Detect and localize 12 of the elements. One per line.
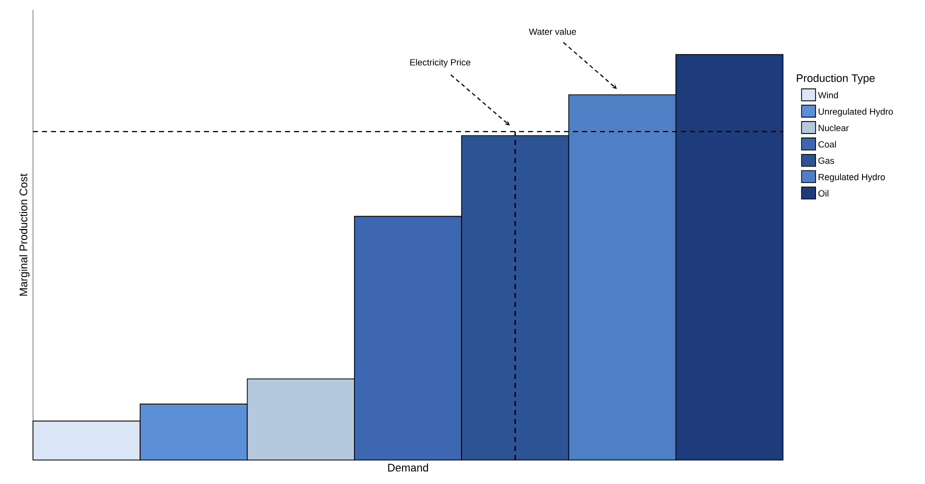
legend-label: Coal bbox=[818, 140, 836, 148]
x-axis-title: Demand bbox=[388, 464, 428, 472]
legend-label: Regulated Hydro bbox=[818, 174, 885, 182]
legend-label: Gas bbox=[818, 157, 834, 164]
legend-label: Nuclear bbox=[818, 124, 849, 132]
annotation: Electricity Price bbox=[410, 58, 470, 68]
text: Water value bbox=[528, 28, 576, 35]
y-axis-title: Marginal Production Cost bbox=[19, 174, 30, 296]
legend-label: Oil bbox=[818, 190, 828, 197]
legend-label: Wind bbox=[818, 92, 838, 98]
legend-label: Unregulated Hydro bbox=[818, 108, 893, 117]
legend-title: Production Type bbox=[796, 74, 875, 84]
